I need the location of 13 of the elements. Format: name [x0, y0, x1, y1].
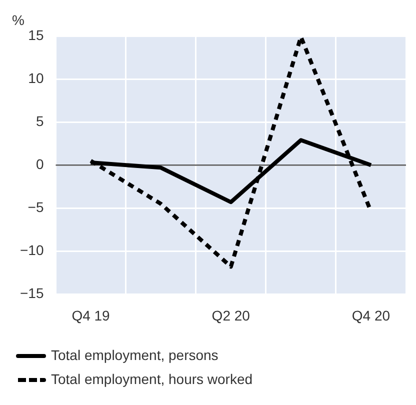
x-tick-label: Q4 20: [352, 307, 390, 324]
y-tick-label: 10: [28, 70, 44, 86]
legend-label: Total employment, persons: [51, 346, 218, 363]
y-tick-label: −15: [20, 285, 44, 302]
y-tick-label: −5: [28, 198, 44, 215]
legend-label: Total employment, hours worked: [51, 370, 253, 387]
y-tick-label: 15: [28, 26, 44, 43]
y-tick-label: −10: [20, 242, 44, 258]
y-tick-label: 0: [36, 156, 44, 172]
y-tick-label: 5: [36, 112, 44, 129]
x-tick-label: Q2 20: [212, 307, 250, 324]
y-axis-title: %: [12, 12, 24, 28]
x-tick-label: Q4 19: [72, 307, 110, 324]
